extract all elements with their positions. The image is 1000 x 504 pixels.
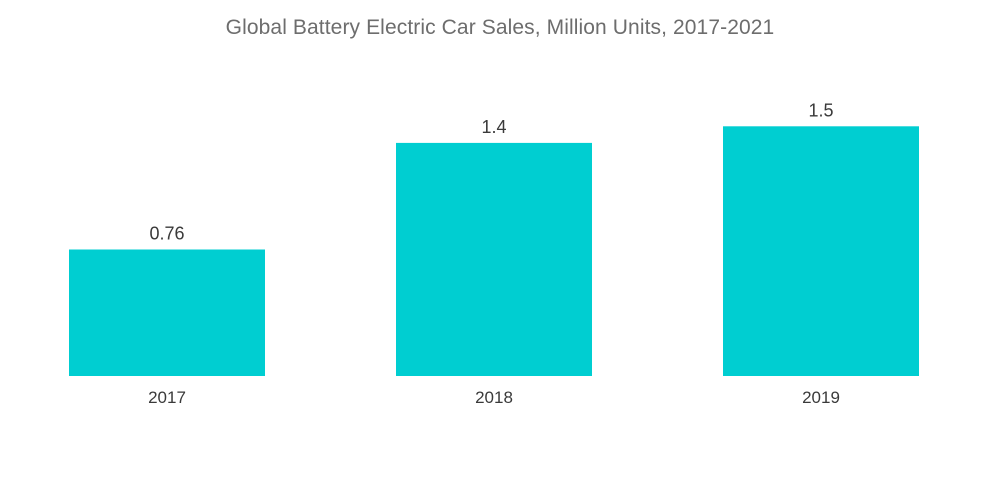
chart-title: Global Battery Electric Car Sales, Milli… (225, 16, 775, 39)
x-tick-label-2018: 2018 (475, 388, 513, 407)
x-tick-label-2017: 2017 (148, 388, 186, 407)
bar-2017 (69, 249, 265, 376)
value-label-2017: 0.76 (149, 224, 184, 244)
value-label-2018: 1.4 (481, 117, 506, 137)
bar-2019 (723, 126, 919, 376)
value-label-2019: 1.5 (808, 100, 833, 120)
x-tick-label-2019: 2019 (802, 388, 840, 407)
bar-2018 (396, 142, 592, 376)
